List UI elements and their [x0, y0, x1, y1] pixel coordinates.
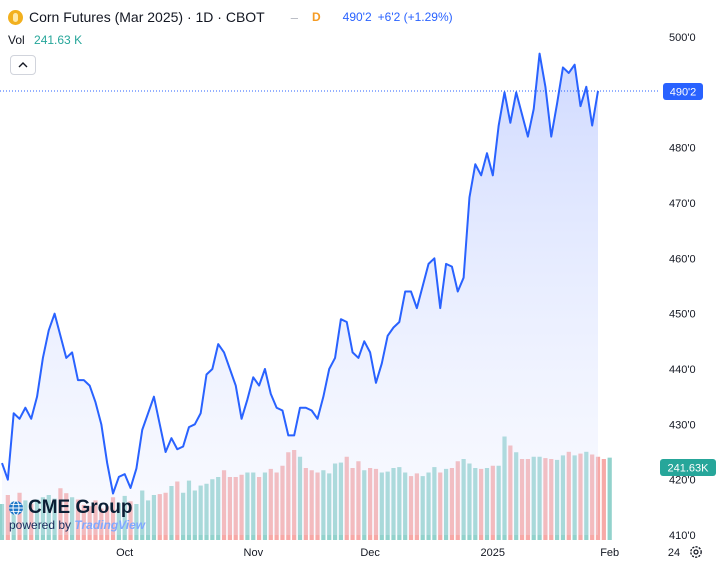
y-tick-label: 450'0 — [669, 309, 696, 321]
x-tick-label: Feb — [600, 547, 619, 559]
y-tick-label: 430'0 — [669, 419, 696, 431]
x-tick-label: Oct — [116, 547, 133, 559]
last-price: 490'2 — [342, 10, 372, 24]
volume-value: 241.63 K — [34, 33, 83, 47]
cme-brand: CME Group — [28, 497, 133, 518]
y-tick-label: 440'0 — [669, 364, 696, 376]
x-tick-label: Nov — [244, 547, 264, 559]
y-tick-label: 420'0 — [669, 475, 696, 487]
x-tick-label: 2025 — [481, 547, 505, 559]
x-tick-label: 24 — [668, 547, 680, 559]
volume-badge-text: 241.63K — [668, 463, 710, 475]
volume-badge-bg — [660, 459, 716, 476]
volume-bar — [601, 459, 606, 540]
price-badge-text: 490'2 — [670, 87, 697, 99]
volume-bar — [607, 457, 612, 540]
x-tick-label: Dec — [360, 547, 380, 559]
delayed-flag[interactable]: D — [311, 10, 321, 24]
x-axis[interactable]: Oct Nov Dec 2025 Feb 24 — [116, 547, 680, 559]
y-tick-label: 500'0 — [669, 32, 696, 44]
price-area-fill — [2, 53, 598, 535]
globe-icon — [9, 500, 23, 516]
y-tick-label: 460'0 — [669, 253, 696, 265]
tradingview-text: TradingView — [74, 518, 146, 532]
price-badge-bg — [663, 83, 703, 100]
volume-label: Vol — [8, 33, 25, 47]
chart-header: Corn Futures (Mar 2025) · 1D · CBOT – D … — [8, 7, 453, 27]
volume-badge: 241.63K — [660, 459, 716, 476]
price-line[interactable] — [1, 52, 599, 495]
powered-by-text: powered by — [9, 518, 72, 532]
header-dash: – — [290, 9, 298, 25]
price-change: +6'2 (+1.29%) — [377, 10, 453, 24]
settings-icon[interactable] — [689, 545, 703, 559]
y-tick-label: 480'0 — [669, 143, 696, 155]
volume-legend: Vol 241.63 K — [8, 33, 82, 47]
chevron-up-icon — [18, 62, 28, 68]
volume-bar — [595, 456, 601, 540]
y-tick-label: 470'0 — [669, 198, 696, 210]
price-badge: 490'2 — [663, 83, 703, 100]
symbol-title[interactable]: Corn Futures (Mar 2025) · 1D · CBOT — [29, 9, 265, 25]
y-tick-label: 410'0 — [669, 530, 696, 542]
collapse-legend-button[interactable] — [10, 55, 36, 75]
corn-coin-icon — [8, 9, 23, 25]
cme-tradingview-logo[interactable]: CME Group powered by TradingView — [8, 497, 145, 532]
